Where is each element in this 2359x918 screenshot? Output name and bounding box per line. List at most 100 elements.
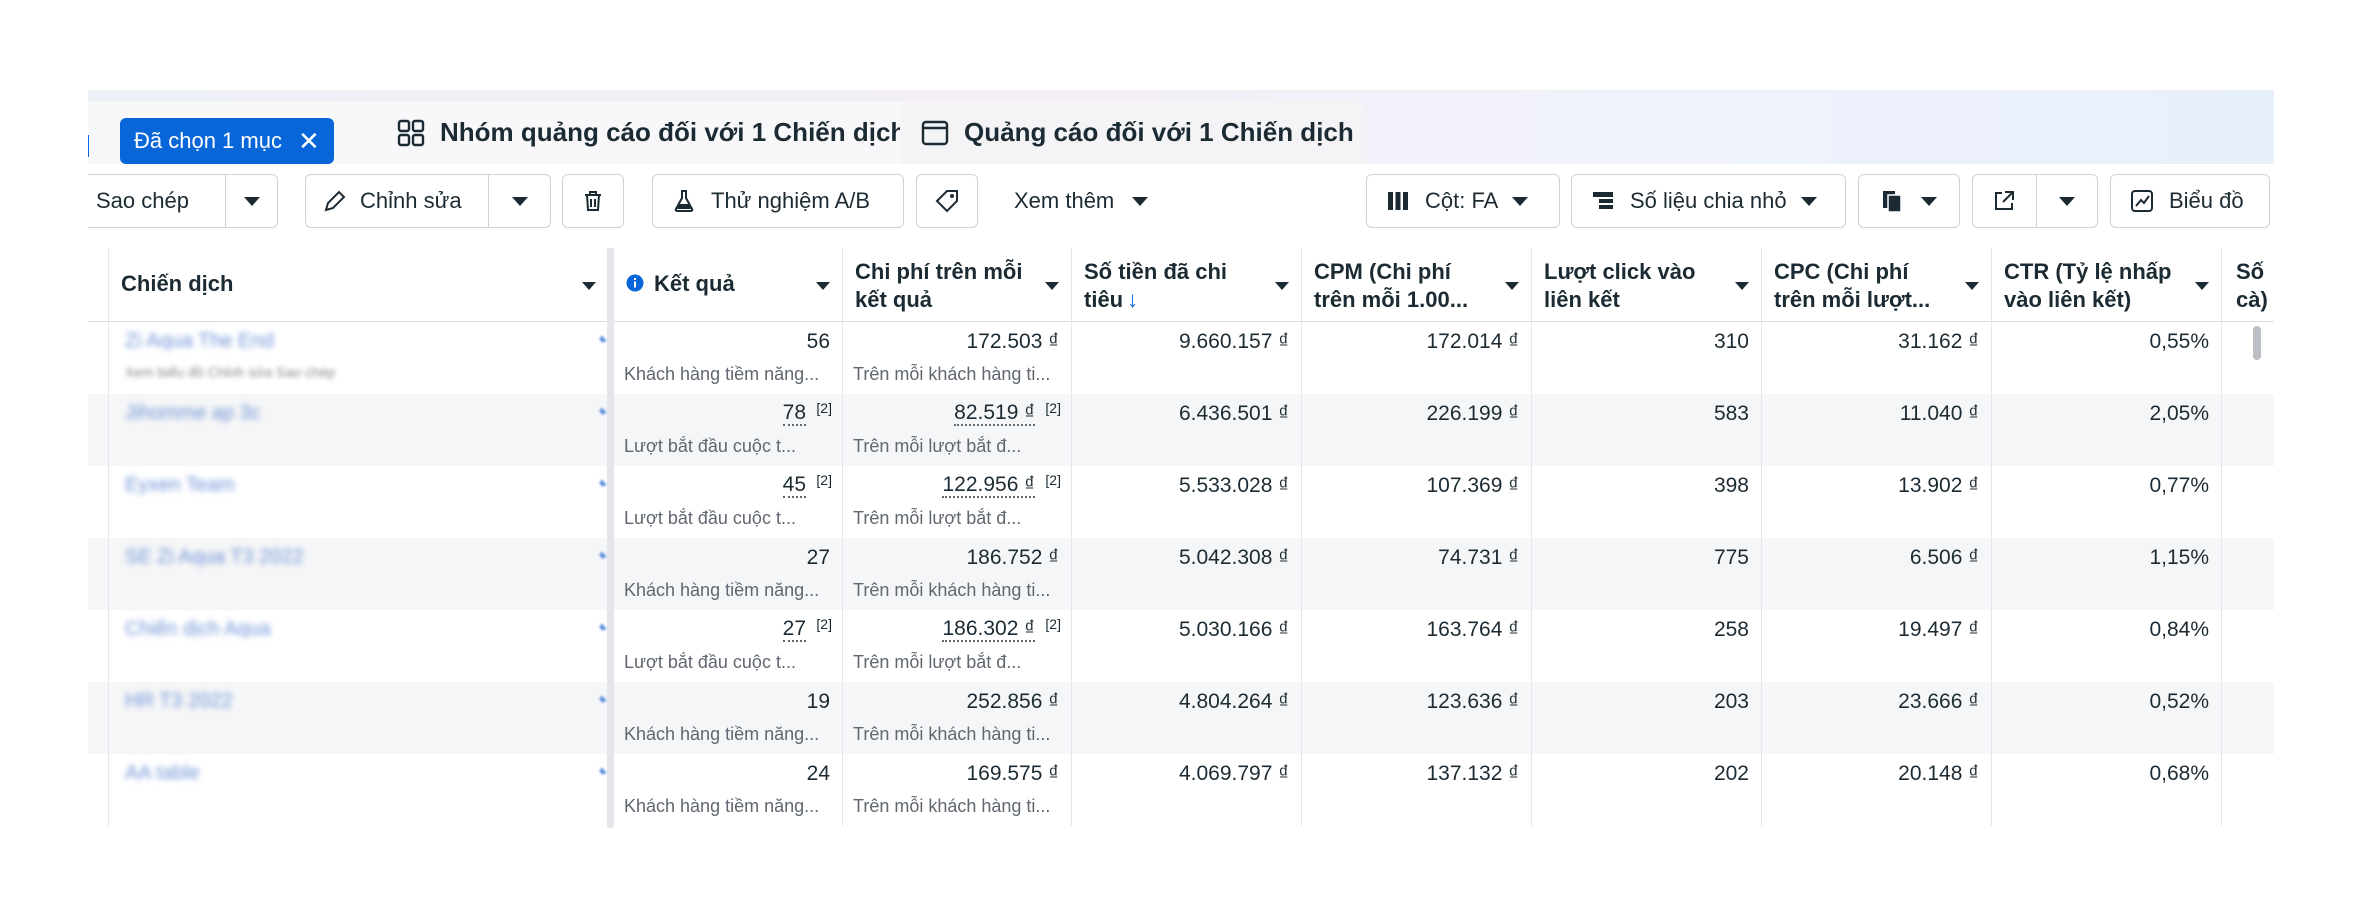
chevron-down-icon[interactable] <box>1505 282 1519 290</box>
cpr-value[interactable]: 122.956 ₫ <box>942 473 1035 498</box>
pin-icon[interactable] <box>596 764 610 778</box>
column-header-campaign[interactable]: Chiến dịch <box>108 248 608 322</box>
info-icon[interactable] <box>626 274 644 292</box>
tag-button[interactable] <box>916 174 978 228</box>
campaign-name-link[interactable]: AA table <box>125 762 200 784</box>
chevron-down-icon[interactable] <box>816 282 830 290</box>
table-row[interactable]: HR T3 2022 19 Khách hàng tiềm năng... 252.8… <box>88 682 2274 754</box>
spent-cell: 5.042.308 ₫ <box>1071 538 1301 610</box>
chevron-down-icon[interactable] <box>2195 282 2209 290</box>
close-icon[interactable]: ✕ <box>297 126 320 156</box>
frozen-column-divider[interactable] <box>607 248 613 828</box>
table-row[interactable]: Eyxen Team 45 [2] Lượt bắt đầu cuộc t... 122… <box>88 466 2274 538</box>
footnote-marker[interactable]: [2] <box>1045 616 1061 632</box>
column-header-ctr[interactable]: CTR (Tỷ lệ nhấp vào liên kết) <box>1991 248 2221 322</box>
result-value[interactable]: 27 <box>782 617 806 642</box>
clicks-cell: 203 <box>1531 682 1761 754</box>
campaign-cell[interactable]: Chiến dịch Aqua <box>108 610 608 682</box>
footnote-marker[interactable]: [2] <box>1045 472 1061 488</box>
campaign-name-link[interactable]: HR T3 2022 <box>125 690 233 712</box>
column-header-label: Số <box>2236 259 2265 284</box>
column-header-cost-per-result[interactable]: Chi phí trên mỗi kết quả <box>842 248 1071 322</box>
cpr-value[interactable]: 186.302 ₫ <box>942 617 1035 642</box>
breakdown-label: Số liệu chia nhỏ <box>1630 188 1787 213</box>
campaign-name-link[interactable]: SE Zi Aqua T3 2022 <box>125 546 304 568</box>
campaign-cell[interactable]: HR T3 2022 <box>108 682 608 754</box>
ab-test-button[interactable]: Thử nghiệm A/B <box>652 174 904 228</box>
chevron-down-icon[interactable] <box>582 282 596 290</box>
chart-button[interactable]: Biểu đồ <box>2110 174 2270 228</box>
table-row[interactable]: Chiến dịch Aqua 27 [2] Lượt bắt đầu cuộc t.… <box>88 610 2274 682</box>
cpm-cell: 226.199 ₫ <box>1301 394 1531 466</box>
cpm-cell: 107.369 ₫ <box>1301 466 1531 538</box>
pin-icon[interactable] <box>596 404 610 418</box>
cpc-cell: 31.162 ₫ <box>1761 322 1991 394</box>
cpm-value: 74.731 ₫ <box>1438 546 1519 569</box>
pin-icon[interactable] <box>596 476 610 490</box>
campaign-name-link[interactable]: Jihomme ap 3c <box>125 402 261 424</box>
cpc-value: 6.506 ₫ <box>1909 546 1979 569</box>
edit-dropdown-button[interactable] <box>488 175 550 227</box>
clicks-cell: 202 <box>1531 754 1761 826</box>
campaign-cell[interactable]: SE Zi Aqua T3 2022 <box>108 538 608 610</box>
vertical-scrollbar[interactable] <box>2253 326 2261 360</box>
pin-icon[interactable] <box>596 548 610 562</box>
export-button[interactable] <box>1973 175 2036 227</box>
chevron-down-icon <box>1512 196 1529 206</box>
more-button[interactable]: Xem thêm <box>998 174 1178 228</box>
table-row[interactable]: Jihomme ap 3c 78 [2] Lượt bắt đầu cuộc t...… <box>88 394 2274 466</box>
campaign-name-link[interactable]: Eyxen Team <box>125 474 235 496</box>
copy-button-group: Sao chép <box>88 174 278 228</box>
reports-button[interactable] <box>1858 174 1960 228</box>
pin-icon[interactable] <box>596 692 610 706</box>
chevron-down-icon[interactable] <box>1045 282 1059 290</box>
campaign-name-link[interactable]: Zi Aqua The End <box>125 330 274 352</box>
selection-chip-label: Đã chọn 1 mục <box>134 128 282 153</box>
chevron-down-icon[interactable] <box>1735 282 1749 290</box>
copy-dropdown-button[interactable] <box>225 175 277 227</box>
ctr-value: 0,77% <box>2149 474 2209 497</box>
column-header-link-clicks[interactable]: Lượt click vào liên kết <box>1531 248 1761 322</box>
footnote-marker[interactable]: [2] <box>816 400 832 416</box>
footnote-marker[interactable]: [2] <box>1045 400 1061 416</box>
table-row[interactable]: AA table 24 Khách hàng tiềm năng... 169.575… <box>88 754 2274 826</box>
delete-button[interactable] <box>562 174 624 228</box>
campaign-cell[interactable]: Eyxen Team <box>108 466 608 538</box>
breakdown-button[interactable]: Số liệu chia nhỏ <box>1571 174 1846 228</box>
column-header-next[interactable]: Số cà) <box>2221 248 2274 322</box>
cpr-subtitle: Trên mỗi khách hàng ti... <box>853 724 1051 744</box>
columns-button[interactable]: Cột: FA <box>1366 174 1560 228</box>
copy-label: Sao chép <box>96 188 189 213</box>
footnote-marker[interactable]: [2] <box>816 472 832 488</box>
cpr-value[interactable]: 82.519 ₫ <box>954 401 1035 426</box>
pin-icon[interactable] <box>596 620 610 634</box>
column-header-amount-spent[interactable]: Số tiền đã chi tiêu ↓ <box>1071 248 1301 322</box>
footnote-marker[interactable]: [2] <box>816 616 832 632</box>
result-value[interactable]: 45 <box>782 473 806 498</box>
result-value[interactable]: 78 <box>782 401 806 426</box>
tab-adsets[interactable]: Nhóm quảng cáo đối với 1 Chiến dịch <box>376 101 970 164</box>
chevron-down-icon[interactable] <box>1965 282 1979 290</box>
campaign-cell[interactable]: Zi Aqua The End Xem biểu đồ Chỉnh sửa Sao… <box>108 322 608 394</box>
copy-button[interactable]: Sao chép <box>88 175 225 227</box>
campaign-cell[interactable]: AA table <box>108 754 608 826</box>
selection-chip[interactable]: Đã chọn 1 mục ✕ <box>120 118 334 164</box>
edit-button[interactable]: Chỉnh sửa <box>306 175 488 227</box>
result-subtitle: Lượt bắt đầu cuộc t... <box>624 652 796 672</box>
chevron-down-icon[interactable] <box>1275 282 1289 290</box>
export-dropdown-button[interactable] <box>2035 175 2097 227</box>
column-header-cpc[interactable]: CPC (Chi phí trên mỗi lượt... <box>1761 248 1991 322</box>
pin-icon[interactable] <box>596 332 610 346</box>
column-header-label: Lượt click vào <box>1544 259 1696 284</box>
campaign-row-actions[interactable]: Xem biểu đồ Chỉnh sửa Sao chép <box>125 364 336 380</box>
column-header-cpm[interactable]: CPM (Chi phí trên mỗi 1.00... <box>1301 248 1531 322</box>
cpc-value: 19.497 ₫ <box>1898 618 1979 641</box>
campaign-cell[interactable]: Jihomme ap 3c <box>108 394 608 466</box>
column-header-results[interactable]: Kết quả <box>613 248 842 322</box>
column-header-label: Chiến dịch <box>121 271 234 296</box>
table-row[interactable]: Zi Aqua The End Xem biểu đồ Chỉnh sửa Sao… <box>88 322 2274 394</box>
table-row[interactable]: SE Zi Aqua T3 2022 27 Khách hàng tiềm năng… <box>88 538 2274 610</box>
tab-ads[interactable]: Quảng cáo đối với 1 Chiến dịch <box>900 101 1366 164</box>
campaign-name-link[interactable]: Chiến dịch Aqua <box>125 618 271 640</box>
cpr-subtitle: Trên mỗi khách hàng ti... <box>853 364 1051 384</box>
